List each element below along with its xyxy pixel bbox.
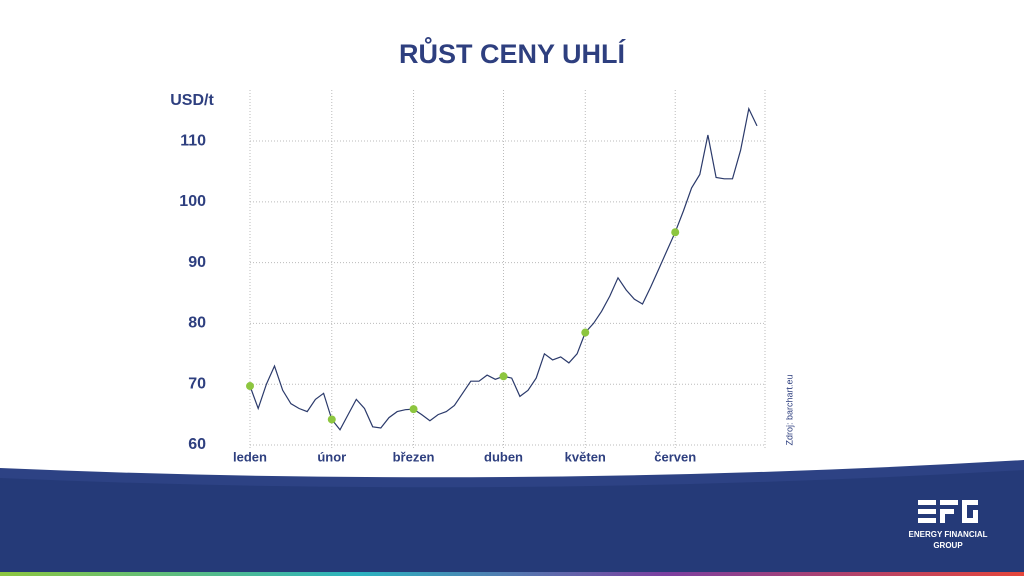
y-tick-label: 90	[188, 254, 206, 271]
y-tick-label: 110	[180, 132, 206, 149]
x-tick-label: březen	[393, 449, 435, 464]
chart-title: RŮST CENY UHLÍ	[399, 36, 627, 69]
footer-stripe	[0, 572, 1024, 576]
y-tick-label: 60	[188, 436, 206, 453]
footer-band	[0, 470, 1024, 576]
x-tick-label: leden	[233, 449, 267, 464]
x-tick-label: květen	[565, 449, 606, 464]
x-tick-label: duben	[484, 449, 523, 464]
y-axis-label: USD/t	[170, 92, 214, 109]
source-note: Zdroj: barchart.eu	[784, 374, 794, 445]
y-tick-label: 80	[188, 315, 206, 332]
month-marker	[499, 372, 508, 381]
y-tick-label: 100	[179, 193, 206, 210]
month-marker	[671, 228, 680, 237]
month-marker	[246, 382, 254, 391]
x-tick-label: červen	[654, 449, 696, 464]
logo-text: ENERGY FINANCIAL	[909, 530, 988, 539]
month-marker	[409, 405, 418, 414]
logo-text: GROUP	[933, 541, 963, 550]
month-marker	[327, 415, 336, 424]
x-tick-label: únor	[317, 449, 346, 464]
logo-mark	[918, 500, 978, 523]
y-tick-label: 70	[188, 375, 206, 392]
month-marker	[581, 328, 590, 337]
